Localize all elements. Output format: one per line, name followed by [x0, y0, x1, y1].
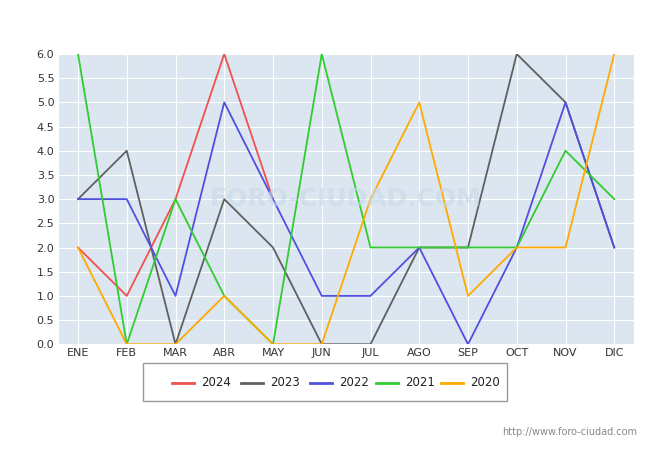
2023 — [318, 342, 326, 347]
Text: Matriculaciones de Vehiculos en Algarinejo: Matriculaciones de Vehiculos en Algarine… — [148, 16, 502, 34]
2021 — [367, 245, 374, 250]
2023 — [220, 196, 228, 202]
2021 — [513, 245, 521, 250]
2023 — [513, 51, 521, 57]
2024 — [74, 245, 82, 250]
2021 — [562, 148, 569, 153]
2022 — [318, 293, 326, 299]
2020 — [172, 342, 179, 347]
2023 — [367, 342, 374, 347]
2022 — [172, 293, 179, 299]
2020 — [464, 293, 472, 299]
2021 — [74, 51, 82, 57]
2020 — [367, 196, 374, 202]
2023 — [172, 342, 179, 347]
2023 — [269, 245, 277, 250]
Text: 2024: 2024 — [202, 376, 231, 389]
2021 — [318, 51, 326, 57]
Text: FORO-CIUDAD.COM: FORO-CIUDAD.COM — [210, 187, 482, 211]
2024 — [123, 293, 131, 299]
2021 — [610, 196, 618, 202]
2023 — [415, 245, 423, 250]
2020 — [269, 342, 277, 347]
2021 — [123, 342, 131, 347]
2024 — [172, 196, 179, 202]
Line: 2020: 2020 — [78, 54, 614, 344]
2022 — [123, 196, 131, 202]
2022 — [367, 293, 374, 299]
2020 — [513, 245, 521, 250]
2020 — [74, 245, 82, 250]
Line: 2023: 2023 — [78, 54, 614, 344]
2022 — [220, 100, 228, 105]
2024 — [269, 196, 277, 202]
Line: 2024: 2024 — [78, 54, 273, 296]
2020 — [220, 293, 228, 299]
2020 — [123, 342, 131, 347]
FancyBboxPatch shape — [143, 364, 507, 400]
2020 — [562, 245, 569, 250]
Line: 2021: 2021 — [78, 54, 614, 344]
2022 — [74, 196, 82, 202]
2022 — [562, 100, 569, 105]
Line: 2022: 2022 — [78, 103, 614, 344]
2023 — [74, 196, 82, 202]
Text: 2023: 2023 — [270, 376, 300, 389]
2021 — [172, 196, 179, 202]
2022 — [464, 342, 472, 347]
2022 — [415, 245, 423, 250]
2021 — [464, 245, 472, 250]
2024 — [220, 51, 228, 57]
2020 — [415, 100, 423, 105]
2020 — [318, 342, 326, 347]
Text: 2021: 2021 — [405, 376, 435, 389]
2022 — [269, 196, 277, 202]
2022 — [610, 245, 618, 250]
Text: http://www.foro-ciudad.com: http://www.foro-ciudad.com — [502, 427, 637, 437]
2021 — [415, 245, 423, 250]
2021 — [269, 342, 277, 347]
2023 — [610, 245, 618, 250]
2023 — [123, 148, 131, 153]
2023 — [562, 100, 569, 105]
2023 — [464, 245, 472, 250]
2020 — [610, 51, 618, 57]
2021 — [220, 293, 228, 299]
Text: 2022: 2022 — [339, 376, 369, 389]
2022 — [513, 245, 521, 250]
Text: 2020: 2020 — [471, 376, 500, 389]
